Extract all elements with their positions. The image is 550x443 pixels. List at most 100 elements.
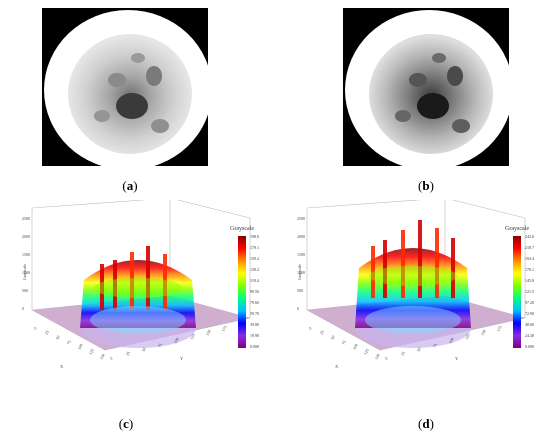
- legend-tick-label: 0.000: [525, 344, 534, 349]
- z-tick-label: 2000: [22, 234, 30, 239]
- y-tick-label: 100: [173, 337, 180, 345]
- legend-tick-label: 97.20: [525, 300, 534, 305]
- surface-spike: [451, 238, 455, 298]
- z-tick-label: 1000: [22, 270, 30, 275]
- y-axis-label: Y: [455, 356, 459, 361]
- x-axis-label: X: [335, 364, 339, 369]
- surface-plot-d: 25002000150010005000Grayscale02550751001…: [297, 197, 534, 369]
- z-axis-label: Grayscale: [297, 264, 302, 280]
- x-tick-label: 100: [77, 343, 84, 351]
- surface-spike: [401, 230, 405, 298]
- legend-tick-label: 194.4: [525, 256, 534, 261]
- y-axis-label: Y: [180, 356, 184, 361]
- panel-a-image: [42, 8, 212, 170]
- y-tick-label: 100: [448, 337, 455, 345]
- y-tick-label: 75: [157, 343, 163, 349]
- color-legend: Grayscale 243.0 218.7 194.4 170.1 145.8 121.5 9…: [505, 226, 534, 349]
- panel-d-3d-plot: 2500 2000 1500 1000 500 0 Grayscale 0 25 50 75 100 1…: [295, 197, 550, 410]
- legend-tick-label: 59.70: [250, 311, 259, 316]
- x-tick-label: 25: [319, 330, 325, 336]
- y-tick-label: 175: [221, 325, 228, 333]
- x-axis-label: X: [60, 364, 64, 369]
- x-tick-label: 125: [363, 348, 370, 356]
- z-tick-label: 1000: [297, 270, 305, 275]
- y-tick-label: 0: [384, 356, 389, 360]
- x-tick-label: 25: [44, 330, 50, 336]
- legend-tick-label: 72.90: [525, 311, 534, 316]
- surface-spike: [113, 260, 117, 310]
- legend-tick-label: 24.30: [525, 333, 534, 338]
- x-tick-label: 75: [341, 340, 347, 346]
- y-tick-label: 125: [189, 333, 196, 341]
- legend-tick-label: 139.2: [250, 267, 259, 272]
- y-tick-label: 75: [432, 343, 438, 349]
- caption-a: (a): [122, 178, 138, 193]
- z-tick-label: 500: [297, 288, 303, 293]
- legend-tick-label: 178.1: [250, 245, 259, 250]
- surface-spike: [371, 246, 375, 298]
- y-tick-label: 150: [480, 329, 487, 337]
- surface-spike: [100, 264, 104, 310]
- surface-spike: [383, 240, 387, 298]
- legend-title: Grayscale: [505, 226, 529, 232]
- y-tick-label: 175: [496, 325, 503, 333]
- z-axis-label: Grayscale: [22, 264, 27, 280]
- z-tick-labels: 2500 2000 1500 1000 500 0: [297, 216, 305, 311]
- surface-plot-c: 2500 2000 1500 1000 500 0 Grayscale 0 25 50 75 100 1…: [22, 197, 259, 369]
- legend-tick-label: 118.4: [250, 278, 259, 283]
- z-tick-label: 0: [297, 306, 299, 311]
- z-tick-label: 2500: [297, 216, 305, 221]
- legend-tick-label: 19.90: [250, 333, 259, 338]
- x-tick-label: 100: [352, 343, 359, 351]
- legend-tick-label: 198.0: [250, 234, 259, 239]
- y-tick-label: 25: [125, 351, 131, 357]
- x-tick-label: 125: [88, 348, 95, 356]
- caption-d: (d): [418, 416, 434, 431]
- legend-tick-label: 79.60: [250, 300, 259, 305]
- caption-b: (b): [418, 178, 434, 193]
- surface-spike: [130, 252, 134, 310]
- z-tick-label: 1500: [297, 252, 305, 257]
- legend-bar: [513, 236, 521, 348]
- x-tick-label: 0: [33, 326, 38, 330]
- surface-spike: [163, 254, 167, 310]
- legend-tick-label: 170.1: [525, 267, 534, 272]
- legend-tick-label: 159.2: [250, 256, 259, 261]
- panel-b-image: [343, 8, 513, 170]
- z-tick-label: 2500: [22, 216, 30, 221]
- x-tick-label: 50: [330, 335, 336, 341]
- surface-spike: [418, 220, 422, 298]
- surface-body: [80, 246, 196, 348]
- z-tick-label: 2000: [297, 234, 305, 239]
- x-tick-label: 50: [55, 335, 61, 341]
- legend-title: Grayscale: [230, 226, 254, 232]
- y-tick-label: 50: [141, 347, 147, 353]
- grayscale-image-b: [343, 8, 513, 170]
- legend-tick-label: 121.5: [525, 289, 534, 294]
- x-tick-label: 75: [66, 340, 72, 346]
- surface-spike: [146, 246, 150, 310]
- legend-tick-label: 0.000: [250, 344, 259, 349]
- z-tick-label: 1500: [22, 252, 30, 257]
- grayscale-image-a: [42, 8, 212, 170]
- y-tick-label: 125: [464, 333, 471, 341]
- z-tick-labels: 2500 2000 1500 1000 500 0: [22, 216, 30, 311]
- legend-bar: [238, 236, 246, 348]
- legend-tick-label: 99.50: [250, 289, 259, 294]
- surface-spike: [435, 228, 439, 298]
- legend-tick-label: 48.60: [525, 322, 534, 327]
- legend-tick-label: 218.7: [525, 245, 534, 250]
- y-tick-label: 50: [416, 347, 422, 353]
- legend-tick-label: 39.80: [250, 322, 259, 327]
- x-tick-label: 150: [99, 353, 106, 361]
- legend-tick-label: 243.0: [525, 234, 534, 239]
- y-tick-label: 150: [205, 329, 212, 337]
- panel-c-3d-plot: 2500 2000 1500 1000 500 0 Grayscale 0 25 50 75 100 1…: [20, 197, 275, 410]
- y-tick-label: 25: [400, 351, 406, 357]
- x-tick-label: 0: [308, 326, 313, 330]
- legend-tick-label: 145.8: [525, 278, 534, 283]
- z-tick-label: 0: [22, 306, 24, 311]
- x-tick-labels: 0 25 50 75 100 125 150: [33, 326, 106, 360]
- caption-c: (c): [118, 416, 134, 431]
- z-tick-label: 500: [22, 288, 28, 293]
